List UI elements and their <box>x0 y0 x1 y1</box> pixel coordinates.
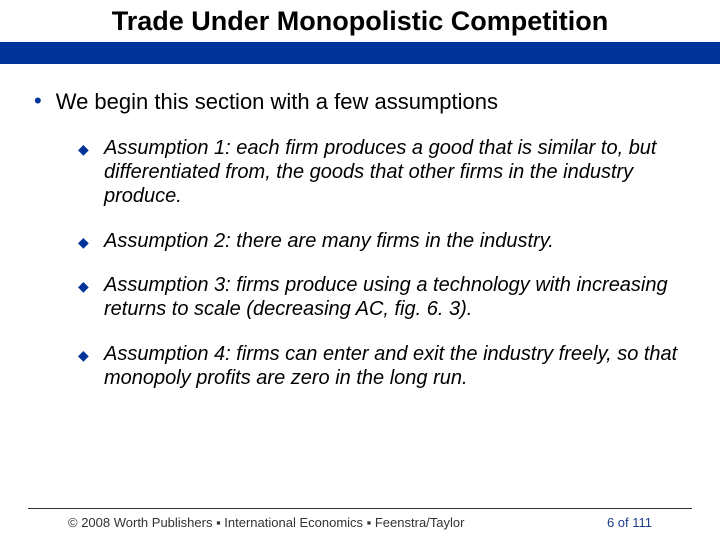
assumption-text: Assumption 3: firms produce using a tech… <box>104 273 686 322</box>
copyright-text: © 2008 Worth Publishers ▪ International … <box>68 515 464 530</box>
diamond-bullet-icon: ◆ <box>78 278 92 295</box>
slide-footer: © 2008 Worth Publishers ▪ International … <box>0 508 720 530</box>
intro-text: We begin this section with a few assumpt… <box>56 88 498 116</box>
slide-header: Trade Under Monopolistic Competition <box>0 0 720 64</box>
diamond-bullet-icon: ◆ <box>78 347 92 364</box>
slide-title: Trade Under Monopolistic Competition <box>0 0 720 41</box>
list-item: ◆ Assumption 2: there are many firms in … <box>78 229 686 253</box>
slide-body: • We begin this section with a few assum… <box>0 64 720 391</box>
footer-divider <box>28 508 692 509</box>
intro-bullet: • We begin this section with a few assum… <box>34 88 686 116</box>
assumption-text: Assumption 2: there are many firms in th… <box>104 229 554 253</box>
header-accent-bar <box>0 42 720 64</box>
page-number: 6 of 111 <box>607 515 652 530</box>
list-item: ◆ Assumption 1: each firm produces a goo… <box>78 136 686 209</box>
bullet-dot-icon: • <box>34 90 42 112</box>
assumptions-list: ◆ Assumption 1: each firm produces a goo… <box>78 136 686 391</box>
list-item: ◆ Assumption 3: firms produce using a te… <box>78 273 686 322</box>
assumption-text: Assumption 4: firms can enter and exit t… <box>104 342 686 391</box>
footer-row: © 2008 Worth Publishers ▪ International … <box>28 515 692 530</box>
assumption-text: Assumption 1: each firm produces a good … <box>104 136 686 209</box>
diamond-bullet-icon: ◆ <box>78 141 92 158</box>
list-item: ◆ Assumption 4: firms can enter and exit… <box>78 342 686 391</box>
diamond-bullet-icon: ◆ <box>78 234 92 251</box>
